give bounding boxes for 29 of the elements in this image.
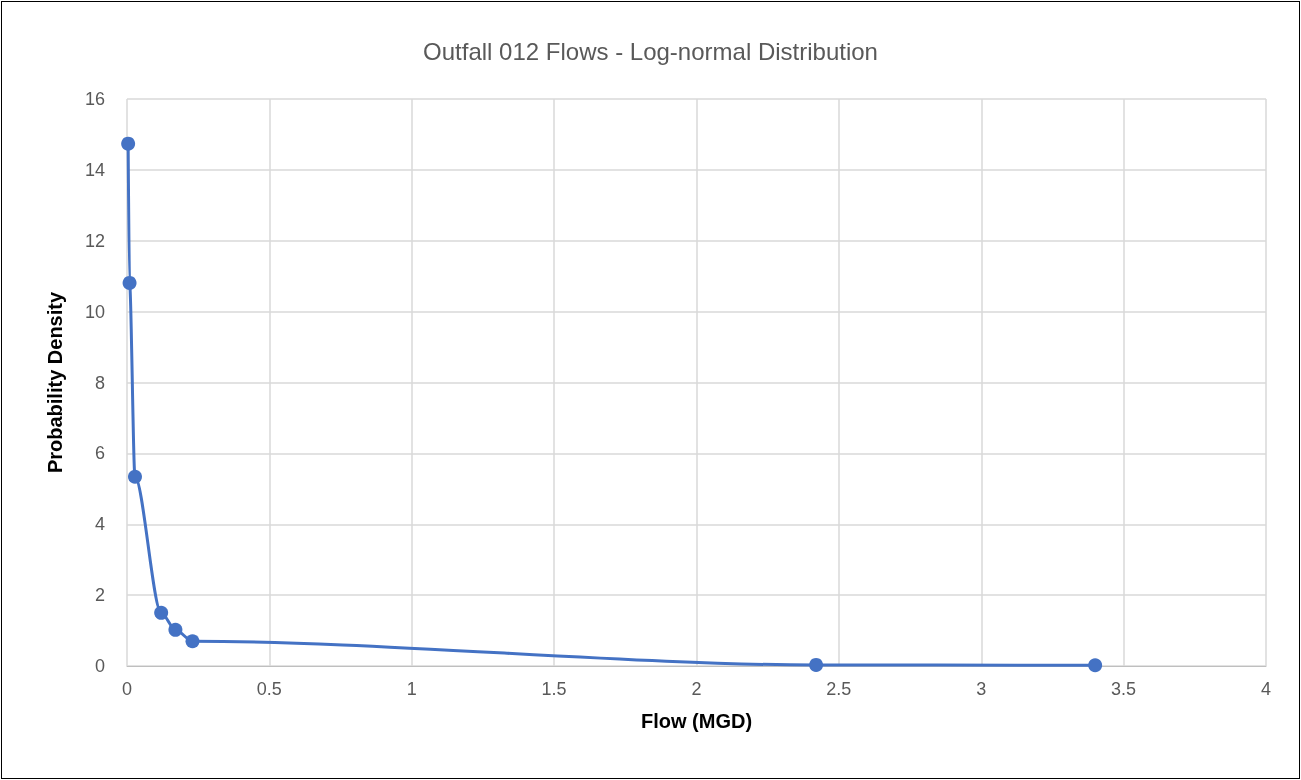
y-tick-label: 10 xyxy=(84,301,105,322)
x-tick-label: 4 xyxy=(1260,679,1272,699)
x-axis-title: Flow (MGD) xyxy=(640,710,753,732)
y-tick-label: 8 xyxy=(94,372,105,393)
x-tick-label: 2 xyxy=(691,679,702,699)
y-axis-title: Probability Density xyxy=(44,291,66,474)
point xyxy=(127,469,142,484)
point xyxy=(809,657,824,672)
y-tick-label: 16 xyxy=(84,89,105,109)
x-tick-label: 0.5 xyxy=(256,679,282,699)
point xyxy=(122,275,137,290)
x-tick-label: 3 xyxy=(976,679,987,699)
x-tick-label: 1 xyxy=(406,679,417,699)
chart-title: Outfall 012 Flows - Log-normal Distribution xyxy=(423,37,878,65)
point xyxy=(1088,658,1103,673)
x-tick-label: 2.5 xyxy=(826,679,852,699)
y-tick-label: 4 xyxy=(94,514,105,535)
point xyxy=(154,605,169,620)
y-tick-label: 2 xyxy=(94,585,105,606)
y-tick-label: 6 xyxy=(94,443,105,464)
x-tick-label: 3.5 xyxy=(1111,679,1137,699)
x-tick-label: 1.5 xyxy=(541,679,567,699)
y-tick-label: 14 xyxy=(84,159,105,180)
point xyxy=(168,622,183,637)
point xyxy=(185,634,200,649)
y-tick-label: 12 xyxy=(84,230,105,251)
point xyxy=(121,136,136,151)
y-tick-label: 0 xyxy=(94,656,105,676)
x-tick-label: 0 xyxy=(121,679,133,699)
